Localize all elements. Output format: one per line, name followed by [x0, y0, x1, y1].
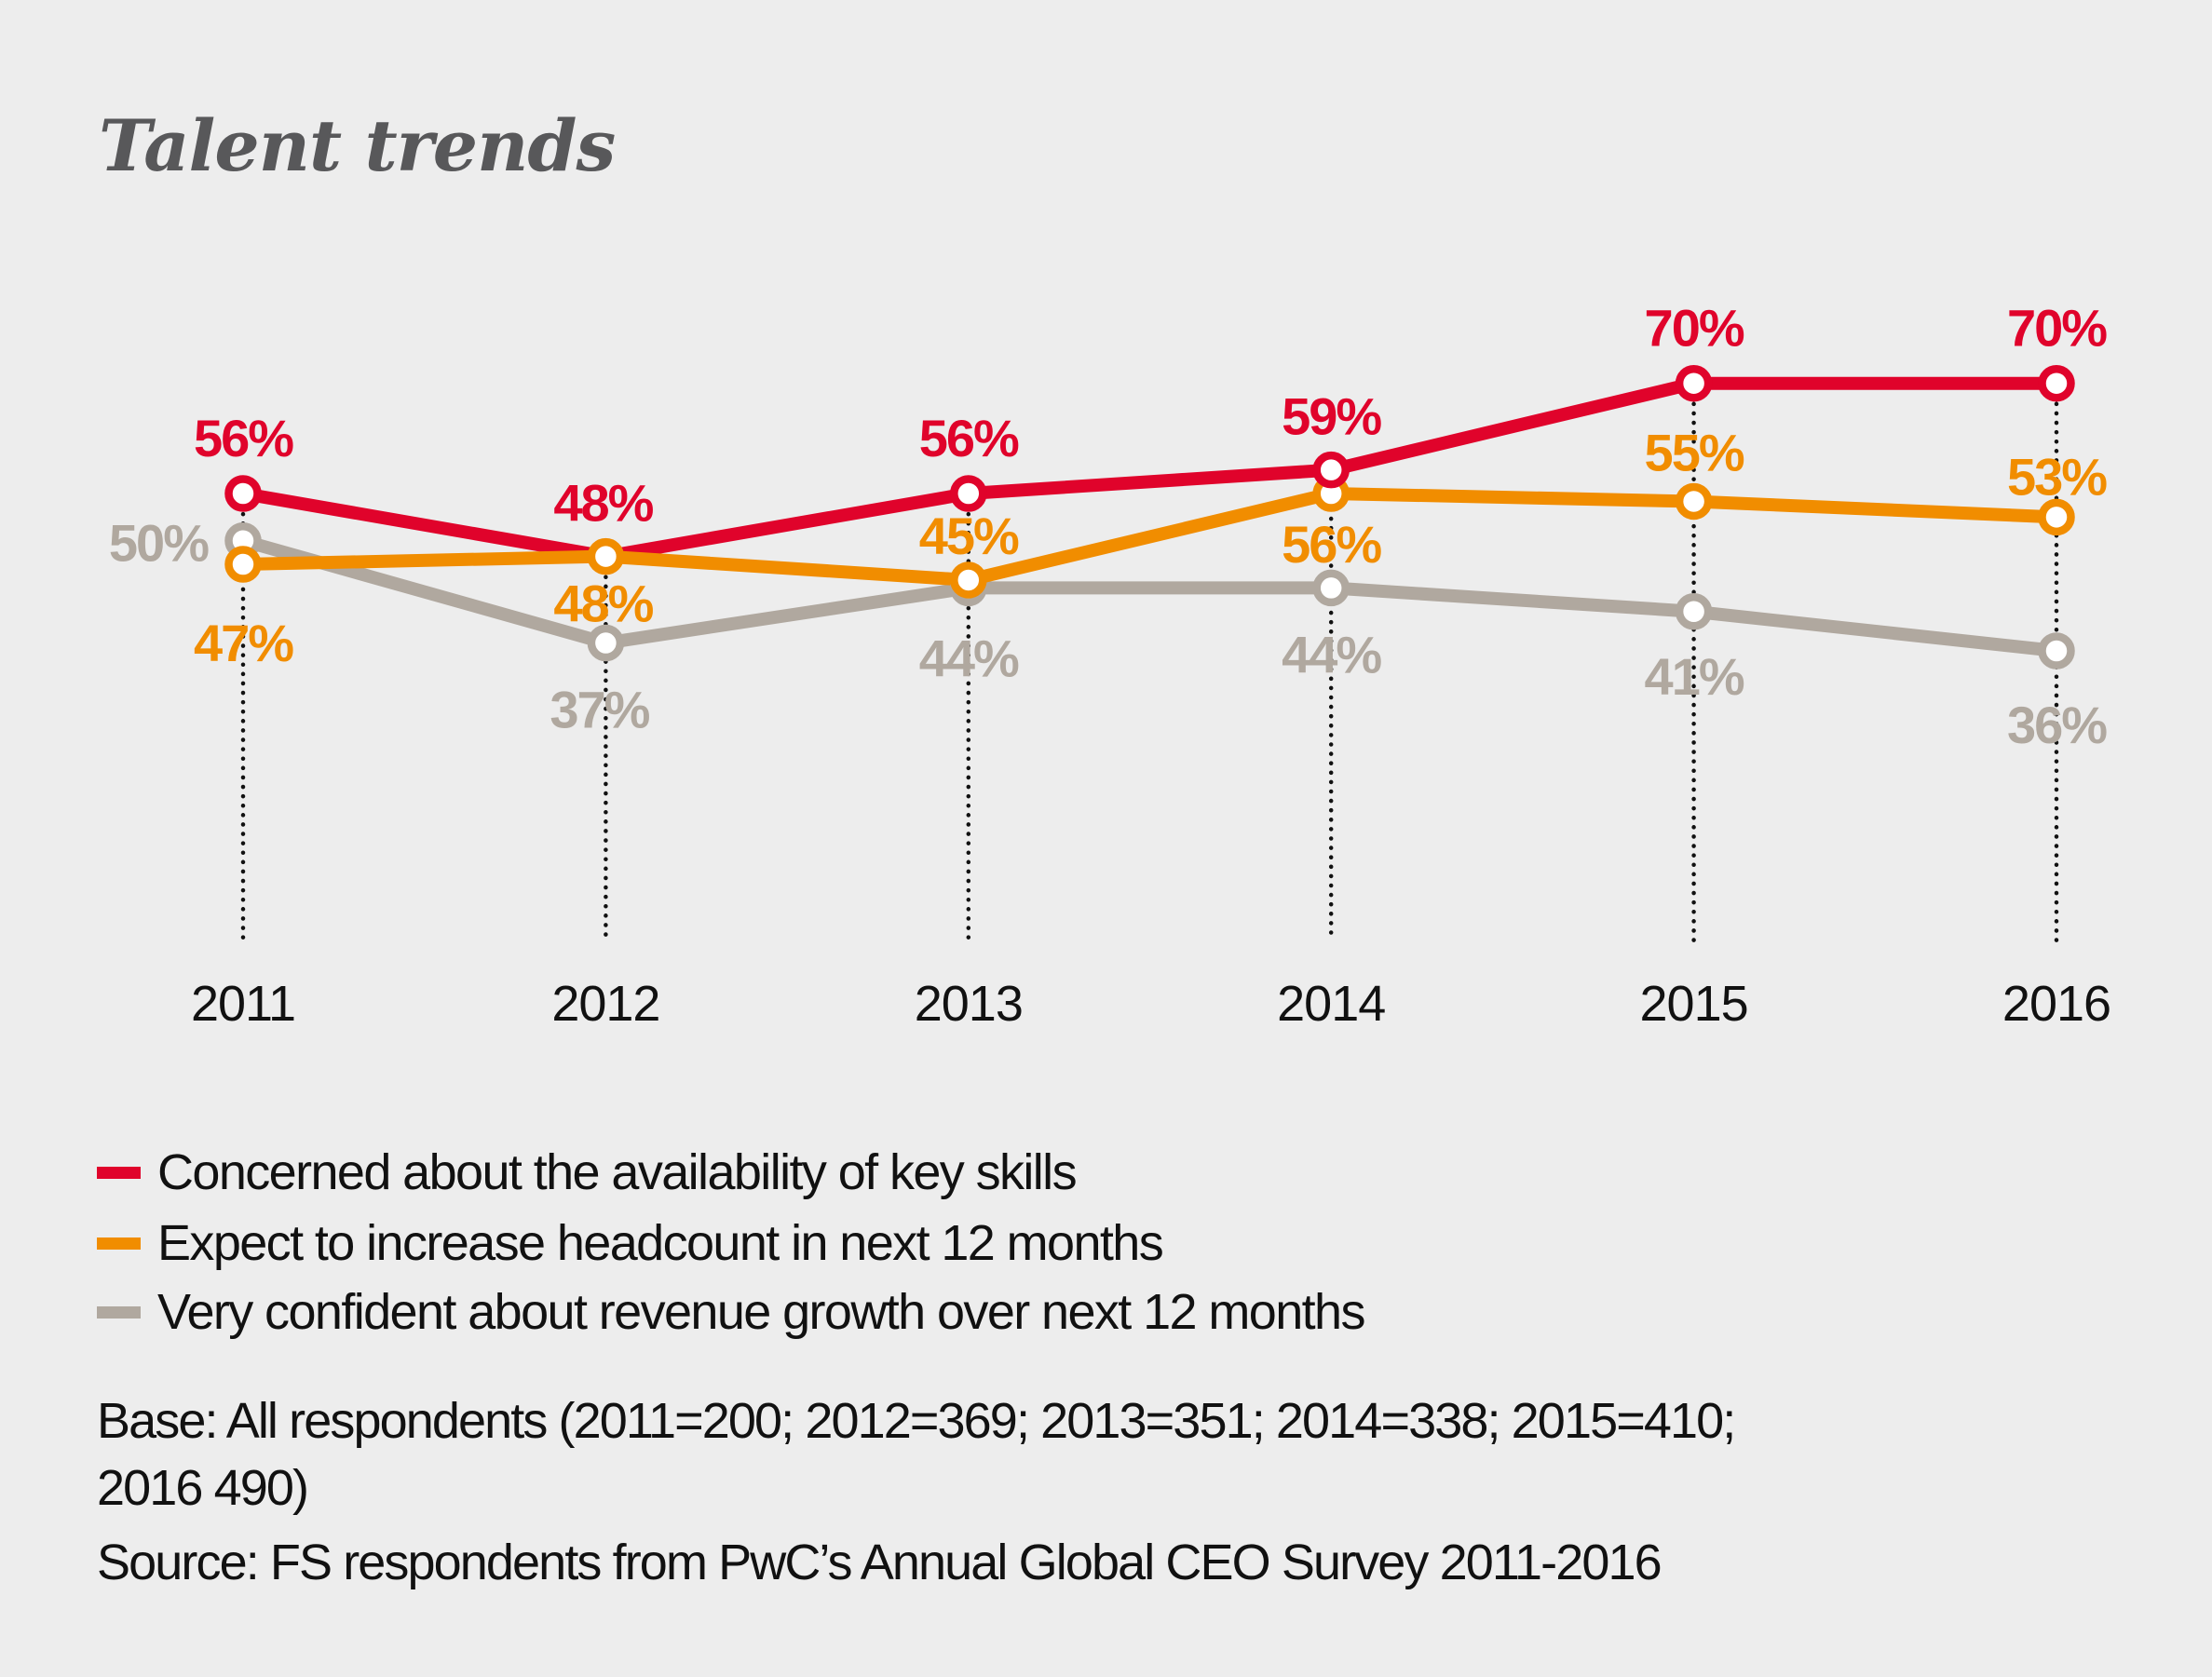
data-label-revenue-growth-2015: 41%: [1645, 647, 1744, 706]
legend-item-key-skills: Concerned about the availability of key …: [97, 1138, 1364, 1207]
data-point-key-skills-2016: [2038, 364, 2075, 402]
data-label-headcount-2011: 47%: [194, 614, 293, 672]
x-axis-tick-labels: 2011 2012 2013 2014 2015 2016: [191, 976, 2111, 1032]
x-tick-label: 2012: [551, 976, 659, 1032]
x-tick-label: 2014: [1277, 976, 1385, 1032]
x-tick-label: 2015: [1640, 976, 1748, 1032]
series-markers: [224, 364, 2075, 669]
legend-item-headcount: Expect to increase headcount in next 12 …: [97, 1209, 1364, 1278]
series-line-key-skills: [241, 376, 2056, 563]
x-tick-label: 2016: [2002, 976, 2110, 1032]
x-tick-label: 2011: [191, 976, 295, 1032]
base-note-line-1: Base: All respondents (2011=200; 2012=36…: [97, 1393, 1736, 1449]
data-label-key-skills-2015: 70%: [1645, 299, 1744, 358]
data-label-key-skills-2011: 56%: [194, 409, 293, 467]
data-label-headcount-2015: 55%: [1645, 423, 1744, 481]
data-label-key-skills-2012: 48%: [553, 474, 653, 533]
data-label-headcount-2013: 45%: [919, 507, 1019, 565]
data-point-headcount-2012: [587, 537, 625, 575]
legend: Concerned about the availability of key …: [97, 1138, 1365, 1346]
legend-label: Very confident about revenue growth over…: [157, 1284, 1365, 1340]
data-label-revenue-growth-2013: 44%: [919, 629, 1019, 687]
data-label-headcount-2016: 53%: [2007, 447, 2107, 506]
data-label-revenue-growth-2011: 50%: [109, 514, 209, 573]
data-label-headcount-2014: 56%: [1282, 515, 1381, 574]
data-point-headcount-2015: [1675, 482, 1713, 521]
data-label-key-skills-2013: 56%: [919, 409, 1019, 467]
data-label-key-skills-2014: 59%: [1282, 387, 1381, 446]
data-point-headcount-2016: [2038, 498, 2075, 536]
data-point-headcount-2013: [950, 561, 987, 599]
chart-title: Talent trends: [99, 104, 616, 187]
series-line-headcount: [242, 487, 2057, 587]
data-point-key-skills-2015: [1675, 364, 1713, 402]
x-tick-label: 2013: [915, 976, 1023, 1032]
data-label-revenue-growth-2016: 36%: [2007, 696, 2107, 754]
data-point-revenue-growth-2012: [587, 624, 625, 662]
legend-swatch-orange: [97, 1237, 141, 1250]
legend-label: Concerned about the availability of key …: [157, 1144, 1078, 1200]
data-point-key-skills-2014: [1312, 451, 1350, 489]
data-point-revenue-growth-2014: [1312, 569, 1350, 607]
legend-label: Expect to increase headcount in next 12 …: [157, 1215, 1164, 1271]
data-label-revenue-growth-2012: 37%: [550, 681, 649, 739]
data-label-headcount-2012: 48%: [553, 575, 653, 633]
data-labels: 56% 48% 56% 59% 70% 70% 47% 48% 45% 56% 55% 53% 50% 3…: [109, 299, 2109, 754]
data-label-key-skills-2016: 70%: [2007, 299, 2107, 358]
data-point-revenue-growth-2015: [1675, 593, 1713, 630]
data-label-revenue-growth-2014: 44%: [1282, 625, 1381, 683]
series-lines: [241, 376, 2057, 657]
data-point-headcount-2011: [224, 546, 262, 583]
base-note-line-2: 2016 490): [97, 1460, 309, 1516]
legend-swatch-gray: [97, 1305, 141, 1319]
series-line-revenue-growth: [241, 534, 2057, 657]
data-point-revenue-growth-2016: [2038, 632, 2075, 669]
legend-item-revenue-growth: Very confident about revenue growth over…: [97, 1278, 1365, 1346]
footnotes: Base: All respondents (2011=200; 2012=36…: [97, 1387, 1736, 1596]
data-point-key-skills-2011: [224, 475, 262, 512]
data-point-key-skills-2013: [950, 475, 987, 512]
source-note: Source: FS respondents from PwC’s Annual…: [97, 1535, 1662, 1590]
legend-swatch-red: [97, 1166, 141, 1179]
